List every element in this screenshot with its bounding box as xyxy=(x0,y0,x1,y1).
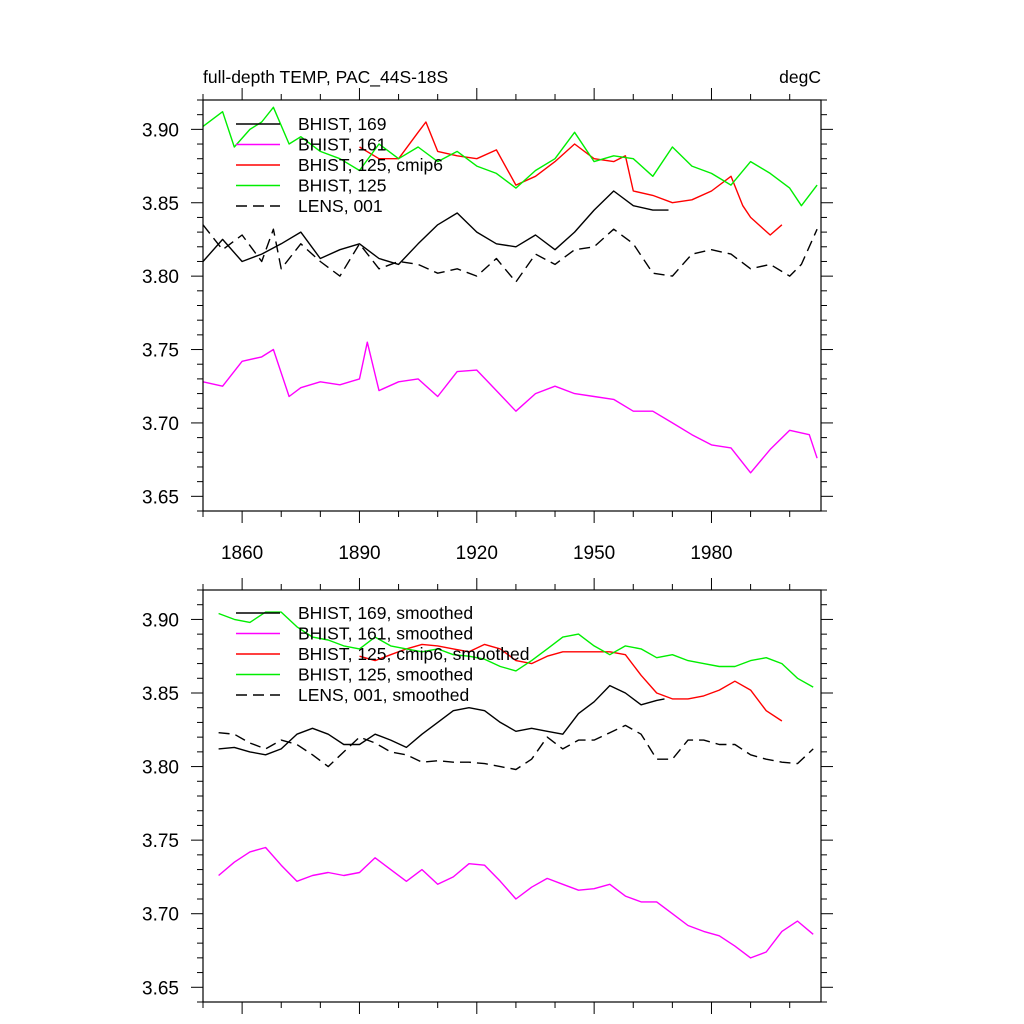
bottom-ytick-label: 3.65 xyxy=(142,978,179,999)
bottom-ytick-label: 3.75 xyxy=(142,831,179,852)
bottom-legend-label-3: BHIST, 125, smoothed xyxy=(298,665,473,685)
bottom-panel-frame xyxy=(202,589,822,1003)
bottom-legend-label-1: BHIST, 161, smoothed xyxy=(298,624,473,644)
top-ytick-label: 3.70 xyxy=(142,414,179,435)
bottom-ytick-label: 3.85 xyxy=(142,684,179,705)
bottom-series-line-2 xyxy=(359,643,783,722)
bottom-ytick-label: 3.90 xyxy=(142,610,179,631)
top-xtick-label: 1860 xyxy=(221,543,263,564)
top-xtick-label: 1920 xyxy=(456,543,498,564)
bottom-series-line-0 xyxy=(218,684,665,756)
top-ytick-label: 3.90 xyxy=(142,120,179,141)
top-ytick-label: 3.80 xyxy=(142,267,179,288)
top-series-line-0 xyxy=(202,190,669,266)
bottom-legend-label-0: BHIST, 169, smoothed xyxy=(298,603,473,623)
chart-units: degC xyxy=(779,67,821,87)
top-ytick-label: 3.75 xyxy=(142,341,179,362)
top-panel-frame xyxy=(202,99,822,512)
top-legend-label-0: BHIST, 169 xyxy=(298,114,387,134)
top-xtick-label: 1890 xyxy=(338,543,380,564)
bottom-ytick-label: 3.80 xyxy=(142,758,179,779)
top-legend-label-2: BHIST, 125, cmip6 xyxy=(298,155,443,175)
bottom-legend-label-4: LENS, 001, smoothed xyxy=(298,685,469,705)
top-legend-label-1: BHIST, 161 xyxy=(298,135,387,155)
top-ytick-label: 3.85 xyxy=(142,194,179,215)
top-series-line-3 xyxy=(202,106,818,207)
bottom-ytick-label: 3.70 xyxy=(142,905,179,926)
bottom-series-line-4 xyxy=(218,724,814,771)
top-series-line-4 xyxy=(202,224,818,283)
bottom-series-line-1 xyxy=(218,846,814,959)
top-ytick-label: 3.65 xyxy=(142,487,179,508)
top-xtick-label: 1950 xyxy=(573,543,615,564)
bottom-legend-label-2: BHIST, 125, cmip6, smoothed xyxy=(298,644,530,664)
top-series-line-1 xyxy=(202,341,818,474)
top-xtick-label: 1980 xyxy=(690,543,732,564)
bottom-series-line-3 xyxy=(218,611,814,688)
top-series-line-2 xyxy=(359,121,783,236)
top-legend-label-4: LENS, 001 xyxy=(298,196,383,216)
chart-title: full-depth TEMP, PAC_44S-18S xyxy=(203,67,448,88)
top-legend-label-3: BHIST, 125 xyxy=(298,176,387,196)
